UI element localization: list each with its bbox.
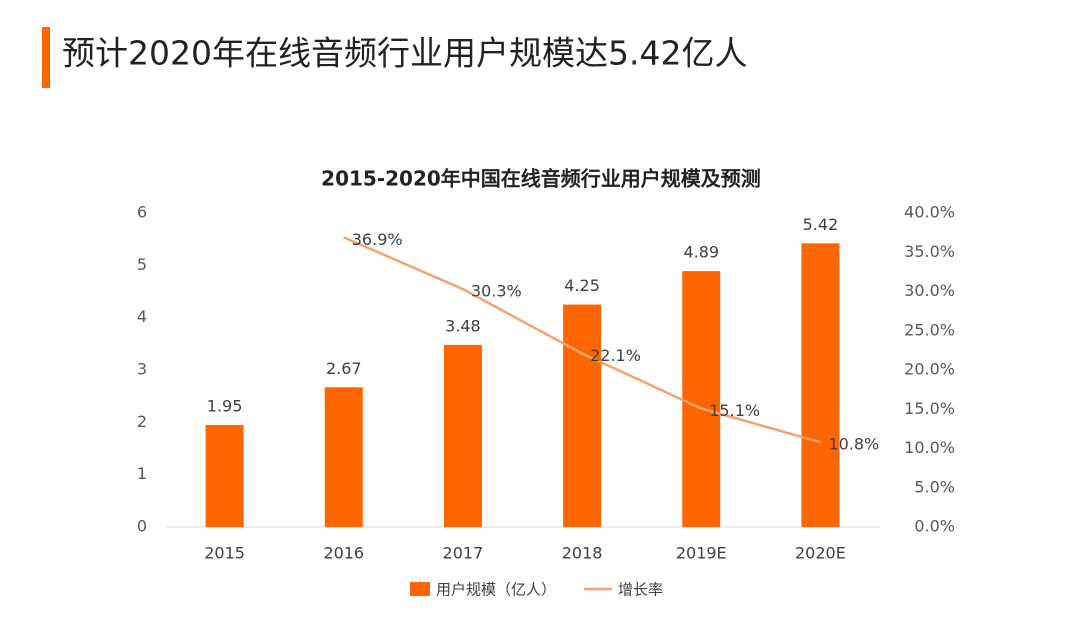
bar (324, 387, 363, 527)
y-tick-label: 3 (137, 360, 147, 379)
header-accent (42, 27, 50, 88)
legend-swatch (410, 582, 430, 596)
x-tick-label: 2017 (443, 544, 484, 563)
x-tick-label: 2015 (204, 544, 245, 563)
line (343, 236, 821, 444)
y2-tick-label: 40.0% (904, 203, 955, 222)
y2-tick-label: 15.0% (904, 399, 955, 418)
x-tick-label: 2020E (795, 544, 846, 563)
y2-tick-label: 35.0% (904, 242, 955, 261)
bar-value-label: 2.67 (326, 359, 362, 378)
bar (682, 271, 721, 527)
bar (205, 424, 244, 527)
bar-value-label: 3.48 (445, 316, 481, 335)
y2-tick-label: 25.0% (904, 320, 955, 339)
chart-title: 2015-2020年中国在线音频行业用户规模及预测 (321, 167, 761, 191)
y2-tick-label: 30.0% (904, 281, 955, 300)
x-tick-label: 2019E (676, 544, 727, 563)
y2-tick-label: 20.0% (904, 360, 955, 379)
y-tick-label: 0 (137, 517, 147, 536)
page-title: 预计2020年在线音频行业用户规模达5.42亿人 (62, 34, 747, 73)
x-tick-label: 2018 (562, 544, 603, 563)
y2-tick-label: 10.0% (904, 438, 955, 457)
y-tick-label: 6 (137, 203, 147, 222)
bar-value-label: 4.89 (683, 243, 719, 262)
x-tick-label: 2016 (323, 544, 364, 563)
bar (443, 344, 482, 527)
y-tick-label: 2 (137, 412, 147, 431)
y-tick-label: 5 (137, 255, 147, 274)
bar-value-label: 5.42 (803, 215, 839, 234)
bar (563, 304, 602, 527)
legend-label: 增长率 (618, 581, 663, 599)
legend-label: 用户规模（亿人） (436, 581, 556, 599)
y-tick-label: 1 (137, 464, 147, 483)
line-value-label: 10.8% (828, 435, 879, 454)
bar-value-label: 4.25 (564, 276, 600, 295)
y2-tick-label: 5.0% (914, 477, 955, 496)
line-value-label: 36.9% (352, 230, 403, 249)
line-value-label: 30.3% (471, 282, 522, 301)
bar-value-label: 1.95 (207, 396, 243, 415)
line-value-label: 22.1% (590, 346, 641, 365)
bar (801, 243, 840, 527)
line-value-label: 15.1% (709, 401, 760, 420)
y-tick-label: 4 (137, 307, 147, 326)
y2-tick-label: 0.0% (914, 517, 955, 536)
